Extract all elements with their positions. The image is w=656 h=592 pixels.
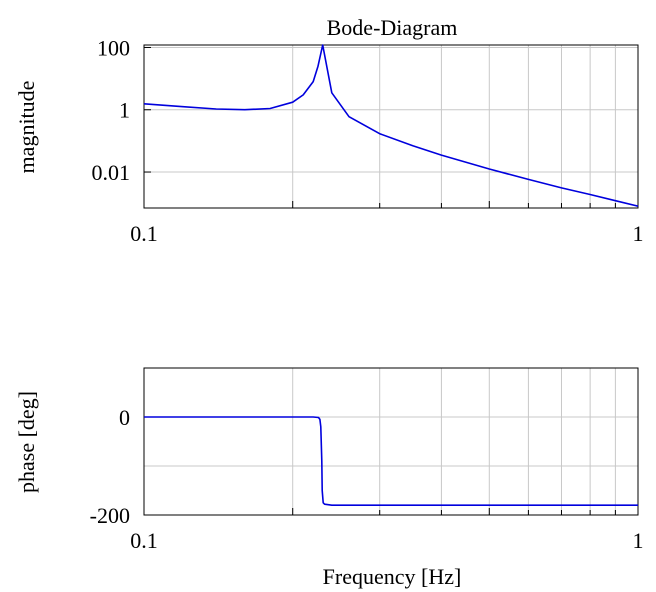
phase-tick-labels: 0.1 1 0 -200 <box>90 405 644 553</box>
phase-series-line <box>144 416 638 507</box>
magnitude-grid <box>143 44 639 209</box>
magnitude-x-tick-label: 0.1 <box>130 221 158 246</box>
phase-grid <box>143 367 639 516</box>
phase-y-tick-label: -200 <box>90 503 130 528</box>
phase-line-layer <box>144 416 638 507</box>
phase-plot-frame <box>143 367 639 516</box>
phase-y-axis-label: phase [deg] <box>14 391 39 493</box>
magnitude-series-line <box>143 44 639 207</box>
magnitude-y-tick-label: 0.01 <box>92 160 131 185</box>
phase-plot: 0.1 1 0 -200 phase [deg] Frequency [Hz] <box>14 367 644 589</box>
magnitude-tick-labels: 0.1 1 100 1 0.01 <box>92 35 644 246</box>
magnitude-x-tick-label: 1 <box>633 221 644 246</box>
magnitude-y-axis-label: magnitude <box>14 81 39 174</box>
x-axis-label: Frequency [Hz] <box>323 564 462 589</box>
magnitude-plot: 0.1 1 100 1 0.01 magnitude <box>14 35 644 246</box>
phase-x-tick-label: 1 <box>633 528 644 553</box>
magnitude-line-layer <box>143 44 639 207</box>
magnitude-y-tick-label: 1 <box>119 98 130 123</box>
phase-y-tick-label: 0 <box>119 405 130 430</box>
magnitude-y-tick-label: 100 <box>97 35 130 60</box>
chart-title: Bode-Diagram <box>327 15 458 40</box>
magnitude-plot-frame <box>143 44 639 209</box>
phase-x-tick-label: 0.1 <box>130 528 158 553</box>
